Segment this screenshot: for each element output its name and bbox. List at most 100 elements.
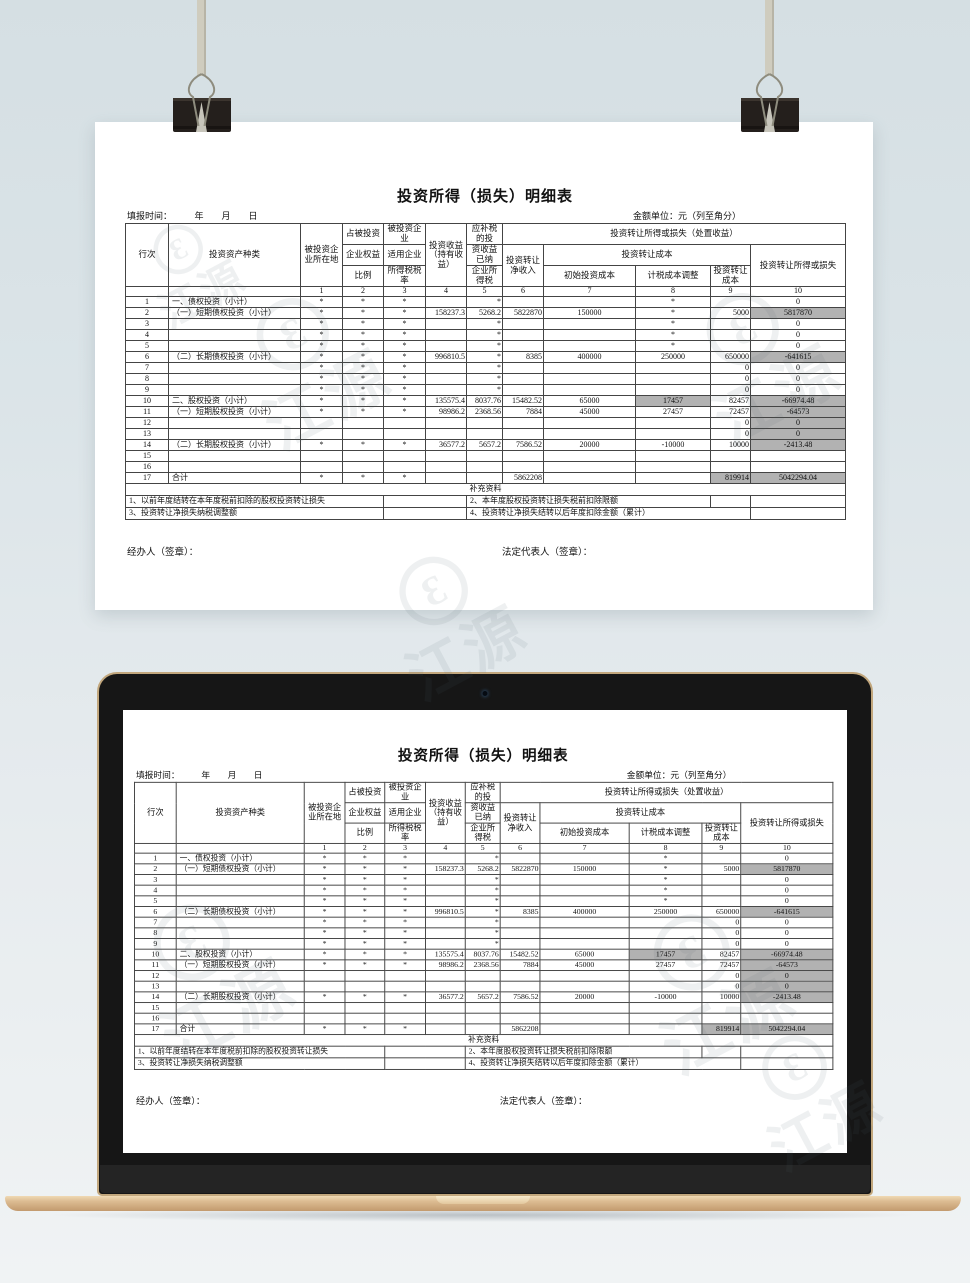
supplement-value-cell: [384, 1057, 466, 1070]
data-cell: 8385: [502, 351, 544, 363]
data-cell: 650000: [701, 906, 742, 918]
data-cell: [628, 980, 703, 993]
data-cell: *: [342, 384, 384, 396]
data-cell: 0: [710, 417, 751, 429]
data-cell: [710, 340, 751, 352]
data-cell: *: [384, 895, 426, 907]
data-cell: [300, 461, 343, 473]
col-7-header: 初始投资成本: [543, 265, 636, 287]
header-row: 比例 所得税税率 企业所得税 初始投资成本 计税成本调整 投资转让成本: [126, 265, 846, 287]
data-cell: [384, 980, 426, 993]
data-cell: [425, 938, 466, 950]
asset-type-cell: [175, 1002, 305, 1014]
transfer-group-header: 投资转让所得或损失（处置收益）: [499, 781, 834, 804]
asset-type-cell: [168, 417, 301, 429]
data-cell: [502, 384, 544, 396]
asset-type-cell: 二、股权投资（小计）: [175, 948, 305, 961]
data-cell: 7586.52: [499, 991, 541, 1004]
col-row-no-header: 行次: [134, 781, 177, 844]
table-row: 12 0 0: [125, 417, 847, 429]
data-cell: *: [300, 395, 343, 407]
supplement-item-label: 4、投资转让净损失结转以后年度扣除金额（累计）: [466, 507, 751, 520]
data-cell: *: [383, 384, 426, 396]
row-number-cell: 13: [125, 428, 169, 440]
data-cell: 17457: [635, 395, 711, 407]
data-cell: [383, 428, 426, 440]
data-cell: 150000: [539, 863, 630, 875]
data-cell: [425, 1012, 466, 1025]
number-cell: 9: [710, 286, 751, 297]
supplement-title-row: 补充资料: [133, 1034, 834, 1047]
cost-group-header: 投资转让成本: [539, 802, 742, 824]
data-cell: *: [342, 307, 384, 319]
data-cell: 135575.4: [425, 948, 466, 961]
data-cell: 5862208: [499, 1023, 541, 1036]
data-cell: *: [466, 329, 503, 341]
row-number-cell: 14: [125, 439, 169, 451]
data-cell: *: [466, 373, 503, 385]
data-cell: 5042294.04: [740, 1023, 834, 1036]
data-cell: *: [464, 916, 501, 929]
data-cell: [425, 384, 467, 396]
data-cell: [710, 329, 751, 341]
data-cell: *: [628, 852, 703, 865]
data-cell: *: [383, 406, 426, 418]
data-cell: [344, 980, 386, 993]
binder-clip-left: [170, 0, 234, 138]
data-cell: [466, 472, 503, 484]
row-number-cell: 15: [125, 450, 169, 462]
data-cell: 0: [710, 373, 751, 385]
col-5-header: 企业所得税: [466, 265, 503, 287]
table-row: 17 合计 * * * 5862208 819914 5042294.04: [125, 472, 847, 484]
supplement-value-cell: [740, 1045, 834, 1059]
data-cell: 996810.5: [425, 906, 466, 918]
data-cell: *: [300, 329, 343, 341]
asset-type-cell: [168, 450, 301, 462]
data-cell: 7884: [502, 406, 544, 418]
data-cell: [543, 472, 636, 484]
asset-type-cell: [168, 373, 301, 385]
supplement-title: 补充资料: [124, 483, 847, 496]
data-cell: [499, 916, 541, 929]
col-3-header: 被投资企业: [383, 223, 426, 245]
webcam: [482, 691, 488, 696]
data-cell: 65000: [543, 395, 636, 407]
data-cell: -2413.48: [749, 439, 847, 451]
signature-row: 经办人（签章）： 法定代表人（签章）：: [125, 544, 845, 558]
data-cell: [502, 373, 544, 385]
data-cell: 10000: [701, 991, 742, 1004]
asset-type-cell: 二、股权投资（小计）: [168, 395, 301, 407]
asset-type-cell: [168, 461, 301, 473]
table-row: 11 （一）短期股权投资（小计） * * * 98986.2 2368.56 7884 4500…: [134, 959, 834, 972]
data-cell: 82457: [701, 948, 742, 961]
number-cell: 8: [635, 286, 711, 297]
table-row: 16: [134, 1012, 834, 1025]
header-row: 行次 投资资产种类 被投资企业所在地 占被投资 被投资企业 投资收益（持有收益） 应补税的投…: [125, 223, 847, 287]
col-10-header: 投资转让所得或损失: [740, 802, 834, 844]
data-cell: [543, 373, 636, 385]
data-cell: *: [344, 938, 386, 950]
data-cell: *: [344, 852, 386, 865]
data-cell: 82457: [710, 395, 751, 407]
data-cell: *: [342, 373, 384, 385]
table-row: 1 一、债权投资（小计） * * * * * 0: [134, 852, 834, 865]
data-cell: [425, 852, 466, 865]
data-cell: [635, 384, 711, 396]
supplement-title-row: 补充资料: [124, 483, 847, 496]
number-cell: 4: [425, 286, 467, 297]
data-cell: *: [303, 874, 346, 886]
data-cell: 0: [749, 318, 847, 330]
data-cell: *: [384, 948, 426, 961]
data-cell: 0: [740, 938, 834, 950]
data-cell: [710, 318, 751, 330]
row-number-cell: 11: [134, 959, 177, 972]
amount-unit-label: 金额单位：元（列至角分）: [632, 211, 741, 221]
row-number-cell: 11: [125, 406, 169, 418]
supplement-item-label: 2、本年度股权投资转让损失税前扣除限额: [466, 495, 711, 508]
data-cell: 15482.52: [502, 395, 544, 407]
data-cell: 650000: [710, 351, 751, 363]
data-cell: *: [384, 874, 426, 886]
header-row: 比例 所得税税率 企业所得税 初始投资成本 计税成本调整 投资转让成本: [134, 822, 832, 844]
laptop: 投资所得（损失）明细表 填报时间： 年 月 日金额单位：元（列至角分） 行次 投资资产…: [97, 672, 873, 1196]
